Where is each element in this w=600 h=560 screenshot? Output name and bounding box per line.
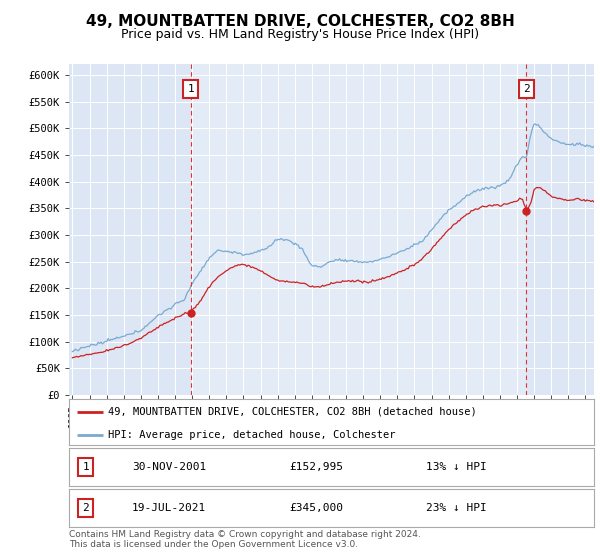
Text: 2: 2 <box>82 503 89 513</box>
Text: 19-JUL-2021: 19-JUL-2021 <box>132 503 206 513</box>
Text: 13% ↓ HPI: 13% ↓ HPI <box>426 462 487 472</box>
Text: 49, MOUNTBATTEN DRIVE, COLCHESTER, CO2 8BH: 49, MOUNTBATTEN DRIVE, COLCHESTER, CO2 8… <box>86 14 514 29</box>
Text: Contains HM Land Registry data © Crown copyright and database right 2024.
This d: Contains HM Land Registry data © Crown c… <box>69 530 421 549</box>
Text: 30-NOV-2001: 30-NOV-2001 <box>132 462 206 472</box>
Text: Price paid vs. HM Land Registry's House Price Index (HPI): Price paid vs. HM Land Registry's House … <box>121 28 479 41</box>
Text: 1: 1 <box>82 462 89 472</box>
Text: 23% ↓ HPI: 23% ↓ HPI <box>426 503 487 513</box>
Text: 2: 2 <box>523 84 530 94</box>
Text: HPI: Average price, detached house, Colchester: HPI: Average price, detached house, Colc… <box>109 430 396 440</box>
Text: £152,995: £152,995 <box>290 462 343 472</box>
Bar <box>191 64 526 395</box>
Text: 1: 1 <box>187 84 194 94</box>
Text: £345,000: £345,000 <box>290 503 343 513</box>
Text: 49, MOUNTBATTEN DRIVE, COLCHESTER, CO2 8BH (detached house): 49, MOUNTBATTEN DRIVE, COLCHESTER, CO2 8… <box>109 407 477 417</box>
